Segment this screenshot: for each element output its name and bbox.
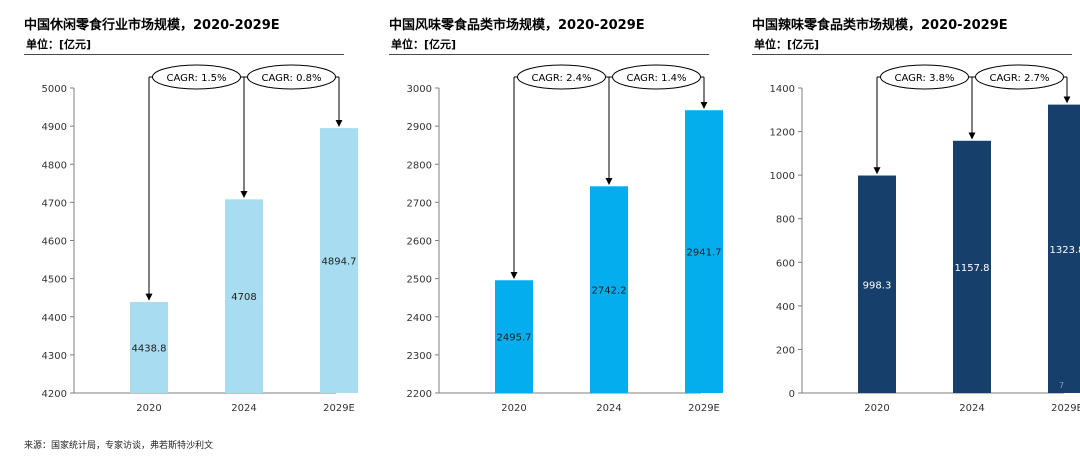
y-tick-label: 2200	[407, 389, 432, 400]
chart-title: 中国风味零食品类市场规模，2020-2029E	[389, 18, 645, 33]
bar-value-label: 4438.8	[132, 343, 167, 354]
cagr-label: CAGR: 1.5%	[167, 73, 227, 84]
bar-value-label: 998.3	[863, 280, 892, 291]
bar-value-label: 4708	[231, 292, 256, 303]
unit-label: 单位：[亿元]	[754, 38, 820, 51]
y-tick-label: 4500	[42, 275, 67, 286]
title-divider	[752, 54, 1072, 55]
source-note: 来源：国家统计局，专家访谈，弗若斯特沙利文	[24, 441, 214, 451]
y-tick-label: 4300	[42, 351, 67, 362]
cagr-label: CAGR: 1.4%	[627, 73, 687, 84]
y-tick-label: 4200	[42, 389, 67, 400]
y-tick-label: 4900	[42, 122, 67, 133]
x-tick-label: 2024	[959, 403, 984, 414]
cagr-label: CAGR: 2.4%	[532, 73, 592, 84]
bar-chart: 4200 4300 4400 4500 4600 4700 4800 4900 5000 4438…	[42, 64, 358, 414]
bar-value-label: 2742.2	[592, 286, 627, 297]
x-tick-label: 2024	[231, 403, 256, 414]
y-tick-label: 4400	[42, 313, 67, 324]
cagr-label: CAGR: 0.8%	[262, 73, 322, 84]
bar	[590, 186, 628, 393]
y-tick-label: 2900	[407, 122, 432, 133]
cagr-label: CAGR: 2.7%	[990, 73, 1050, 84]
chart-panel-flavor-snacks: 中国风味零食品类市场规模，2020-2029E 单位：[亿元] 2200 2300…	[389, 0, 729, 420]
x-tick-label: 2024	[596, 403, 621, 414]
unit-label: 单位：[亿元]	[26, 38, 92, 51]
y-tick-label: 4600	[42, 237, 67, 248]
x-tick-label: 2020	[864, 403, 889, 414]
y-tick-label: 2700	[407, 198, 432, 209]
x-tick-label: 2020	[501, 403, 526, 414]
y-tick-label: 2300	[407, 351, 432, 362]
bar	[858, 175, 896, 393]
y-tick-label: 200	[776, 345, 795, 356]
bar	[953, 140, 991, 393]
page-number: 7	[1059, 381, 1065, 390]
chart-panel-spicy-snacks: 中国辣味零食品类市场规模，2020-2029E 单位：[亿元] 0 200 400 6…	[752, 0, 1080, 420]
y-tick-label: 1000	[770, 171, 795, 182]
title-divider	[389, 54, 709, 55]
cagr-bubble	[612, 64, 701, 90]
y-tick-label: 800	[776, 215, 795, 226]
bar-chart: 2200 2300 2400 2500 2600 2700 2800 2900 3000 2495…	[407, 64, 723, 414]
title-divider	[24, 54, 344, 55]
cagr-bubble	[152, 64, 241, 90]
cagr-bubble	[247, 64, 336, 90]
y-tick-label: 4700	[42, 198, 67, 209]
chart-panel-leisure-snacks: 中国休闲零食行业市场规模，2020-2029E 单位：[亿元] 4200 4300…	[24, 0, 364, 420]
bar-value-label: 4894.7	[322, 257, 357, 268]
bar	[225, 199, 263, 393]
y-tick-label: 400	[776, 302, 795, 313]
y-tick-label: 1200	[770, 128, 795, 139]
y-tick-label: 2500	[407, 275, 432, 286]
bar-value-label: 2495.7	[497, 333, 532, 344]
cagr-label: CAGR: 3.8%	[895, 73, 955, 84]
bar-value-label: 1323.8	[1050, 245, 1080, 256]
x-tick-label: 2029E	[688, 403, 720, 414]
unit-label: 单位：[亿元]	[391, 38, 457, 51]
cagr-bubble	[517, 64, 606, 90]
y-tick-label: 2400	[407, 313, 432, 324]
y-tick-label: 4800	[42, 160, 67, 171]
y-tick-label: 600	[776, 258, 795, 269]
x-tick-label: 2029E	[323, 403, 355, 414]
y-tick-label: 2800	[407, 160, 432, 171]
x-tick-label: 2029E	[1051, 403, 1080, 414]
x-tick-label: 2020	[136, 403, 161, 414]
y-tick-label: 0	[789, 389, 795, 400]
bar	[320, 128, 358, 393]
bar-value-label: 2941.7	[687, 248, 722, 259]
bar-chart: 0 200 400 600 800 1000 1200 1400 998.3 2020 1157.8…	[770, 64, 1080, 414]
cagr-bubble	[975, 64, 1064, 90]
bar	[130, 301, 168, 393]
chart-title: 中国休闲零食行业市场规模，2020-2029E	[24, 18, 280, 33]
y-tick-label: 1400	[770, 84, 795, 95]
bar	[685, 110, 723, 394]
bar	[1048, 104, 1080, 394]
bar	[495, 280, 533, 393]
y-tick-label: 3000	[407, 84, 432, 95]
chart-title: 中国辣味零食品类市场规模，2020-2029E	[752, 18, 1008, 33]
bar-value-label: 1157.8	[955, 263, 990, 274]
y-tick-label: 5000	[42, 84, 67, 95]
cagr-bubble	[880, 64, 969, 90]
y-tick-label: 2600	[407, 237, 432, 248]
